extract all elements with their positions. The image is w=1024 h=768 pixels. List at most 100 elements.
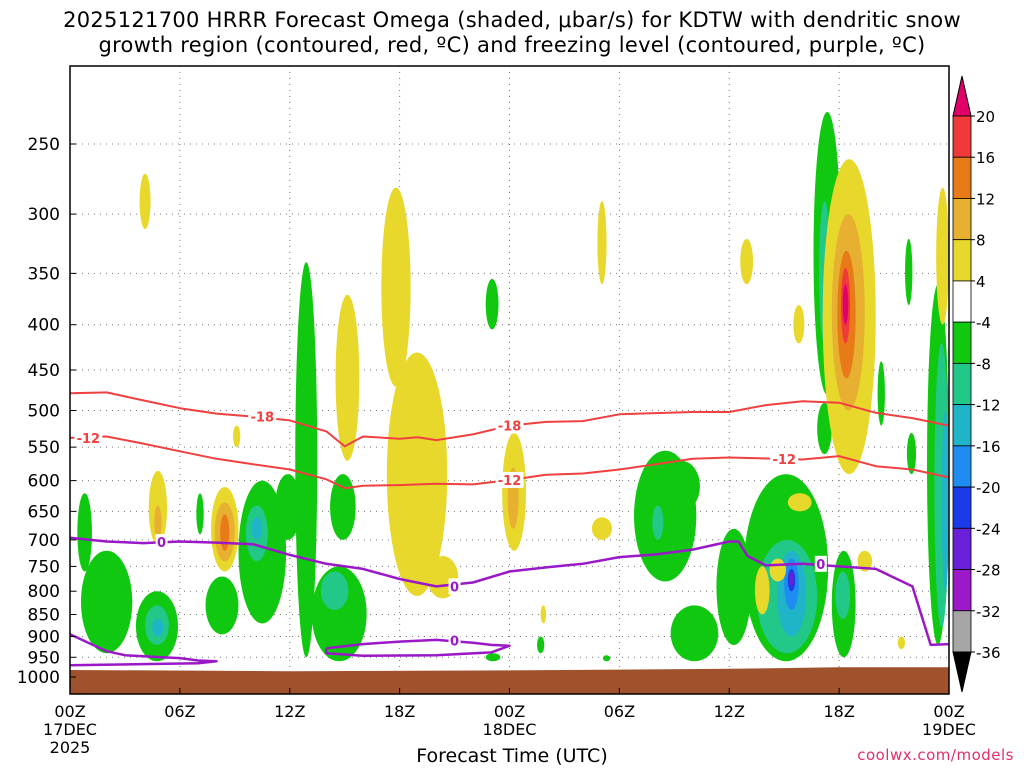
terrain-fill	[70, 667, 949, 694]
omega-shade	[275, 474, 301, 540]
omega-shade	[877, 361, 885, 426]
y-tick-label: 600	[28, 472, 60, 492]
omega-shade	[591, 517, 613, 540]
chart-title-line1: 2025121700 HRRR Forecast Omega (shaded, …	[63, 8, 961, 32]
contour-label-bg	[495, 417, 524, 434]
y-tick-label: 950	[28, 648, 60, 668]
omega-shade	[77, 493, 92, 572]
chart-title-line2: growth region (contoured, red, ºC) and f…	[98, 33, 926, 57]
freezing-level-contour	[70, 633, 218, 667]
contour-label: -12	[772, 453, 796, 468]
colorbar-top-arrow	[952, 75, 972, 117]
omega-shade	[754, 566, 770, 615]
colorbar-segment	[952, 404, 972, 447]
colorbar-label: -4	[976, 314, 991, 332]
omega-shade	[787, 493, 812, 512]
omega-shade	[485, 653, 501, 662]
colorbar-segment	[952, 156, 972, 199]
omega-shade	[80, 550, 133, 654]
omega-shade	[857, 550, 873, 572]
contour-label-bg	[74, 429, 103, 446]
source-credit: coolwx.com/models	[857, 746, 1014, 764]
contour-label: 0	[816, 558, 825, 573]
x-tick-label: 12Z	[713, 702, 745, 721]
colorbar-label: -28	[976, 562, 1001, 580]
colorbar-label: -8	[976, 355, 991, 373]
colorbar-label: -20	[976, 479, 1001, 497]
colorbar-label: 20	[976, 108, 995, 126]
x-tick-label: 06Z	[603, 702, 636, 721]
colorbar-label: -36	[976, 644, 1001, 662]
contour-label: 0	[450, 635, 459, 650]
colorbar-label: -24	[976, 520, 1001, 538]
omega-shade	[154, 505, 162, 540]
omega-shade	[905, 238, 913, 305]
omega-shade	[540, 605, 547, 624]
y-tick-label: 550	[28, 438, 60, 458]
omega-shade	[716, 528, 752, 645]
x-tick-label: 00Z 17DEC 2025	[43, 702, 97, 757]
omega-shade	[536, 636, 545, 654]
colorbar-segment	[952, 569, 972, 612]
x-axis-label: Forecast Time (UTC)	[416, 745, 608, 767]
omega-shade	[330, 474, 356, 540]
omega-shade	[485, 278, 499, 330]
y-tick-label: 850	[28, 606, 60, 626]
omega-shade	[842, 284, 849, 325]
y-tick-label: 800	[28, 582, 60, 602]
omega-shade	[232, 425, 241, 448]
omega-shade	[196, 493, 204, 535]
omega-shade	[793, 304, 805, 344]
contour-label-bg	[448, 578, 461, 595]
x-tick-label: 06Z	[164, 702, 196, 721]
omega-shade	[381, 187, 411, 387]
colorbar-segment	[952, 239, 972, 282]
colorbar-segment	[952, 527, 972, 570]
contour-label: -18	[498, 420, 522, 435]
y-tick-label: 500	[28, 402, 60, 422]
y-tick-label: 650	[28, 502, 60, 522]
contour-label: 0	[157, 536, 166, 551]
omega-shade	[941, 410, 949, 592]
colorbar-label: 4	[976, 273, 986, 291]
contour-label: -12	[77, 432, 101, 447]
y-tick-label: 350	[28, 264, 60, 284]
colorbar-label: 8	[976, 232, 986, 250]
colorbar-label: -16	[976, 438, 1001, 456]
colorbar-label: 16	[976, 149, 995, 167]
freezing-level-contour	[325, 638, 511, 657]
omega-shade	[789, 571, 794, 587]
colorbar-segment	[952, 486, 972, 529]
x-tick-label: 00Z 19DEC	[922, 702, 976, 739]
x-tick-label: 18Z	[823, 702, 855, 721]
colorbar-segment	[952, 321, 972, 364]
y-tick-label: 700	[28, 531, 60, 551]
x-tick-label: 18Z	[383, 702, 416, 721]
omega-shade	[769, 558, 787, 582]
x-tick-label: 00Z 18DEC	[482, 702, 537, 739]
contour-label-bg	[248, 408, 277, 425]
contour-label: -12	[498, 474, 522, 489]
omega-shade	[386, 352, 448, 596]
contour-label: 0	[450, 580, 459, 595]
contour-label-bg	[495, 471, 524, 488]
omega-shade	[597, 201, 607, 285]
omega-shade	[936, 187, 949, 325]
omega-shade	[335, 294, 360, 461]
omega-shade	[139, 173, 151, 230]
omega-shade	[152, 619, 164, 637]
omega-shade	[851, 440, 863, 455]
y-tick-label: 400	[28, 316, 60, 336]
omega-shade	[740, 238, 754, 285]
omega-shade	[835, 571, 851, 620]
colorbar-segment	[952, 445, 972, 488]
isotherm-contour	[70, 391, 949, 448]
omega-shade	[602, 655, 611, 662]
omega-shade	[205, 576, 239, 635]
colorbar-bottom-arrow	[952, 651, 972, 693]
colorbar-segment	[952, 362, 972, 406]
colorbar-label: -12	[976, 397, 1001, 415]
omega-shade	[663, 460, 700, 512]
contour-label: -18	[251, 411, 275, 426]
